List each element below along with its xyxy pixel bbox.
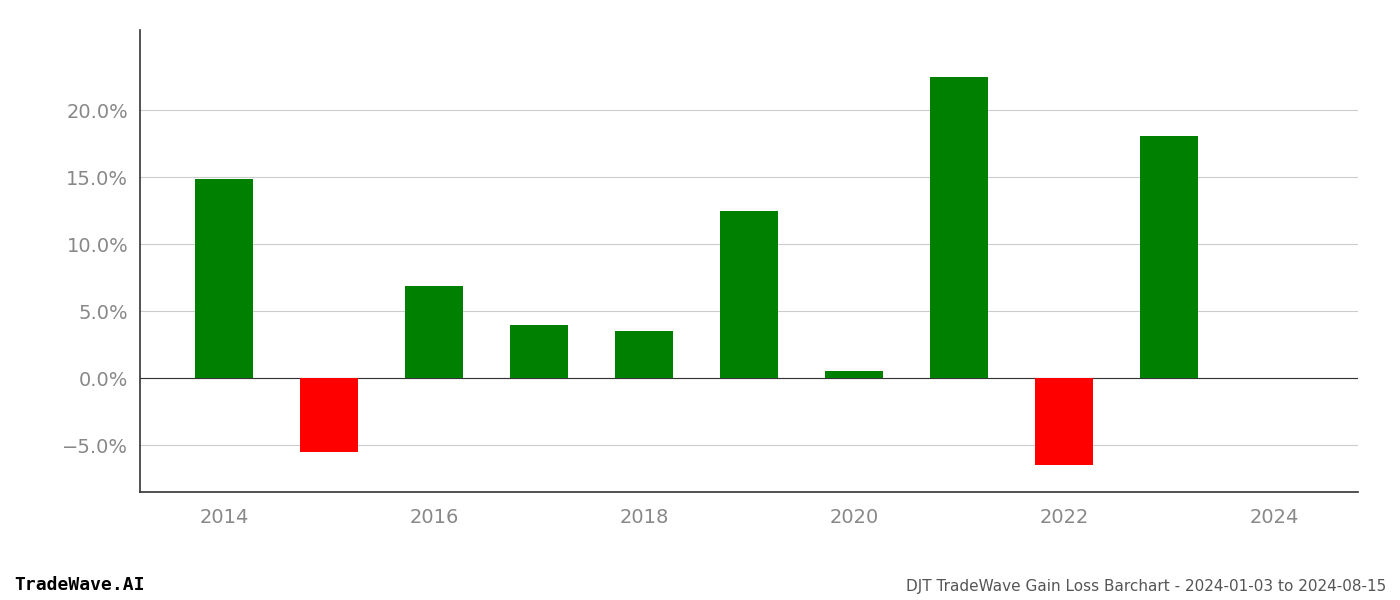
Bar [825,371,883,378]
Text: DJT TradeWave Gain Loss Barchart - 2024-01-03 to 2024-08-15: DJT TradeWave Gain Loss Barchart - 2024-… [906,579,1386,594]
Bar [300,378,358,452]
Bar [1035,378,1093,465]
Bar [405,286,463,378]
Bar [615,331,673,378]
Bar [720,211,778,378]
Bar [195,179,253,378]
Bar [1140,136,1198,378]
Bar [930,77,988,378]
Bar [510,325,568,378]
Text: TradeWave.AI: TradeWave.AI [14,576,144,594]
